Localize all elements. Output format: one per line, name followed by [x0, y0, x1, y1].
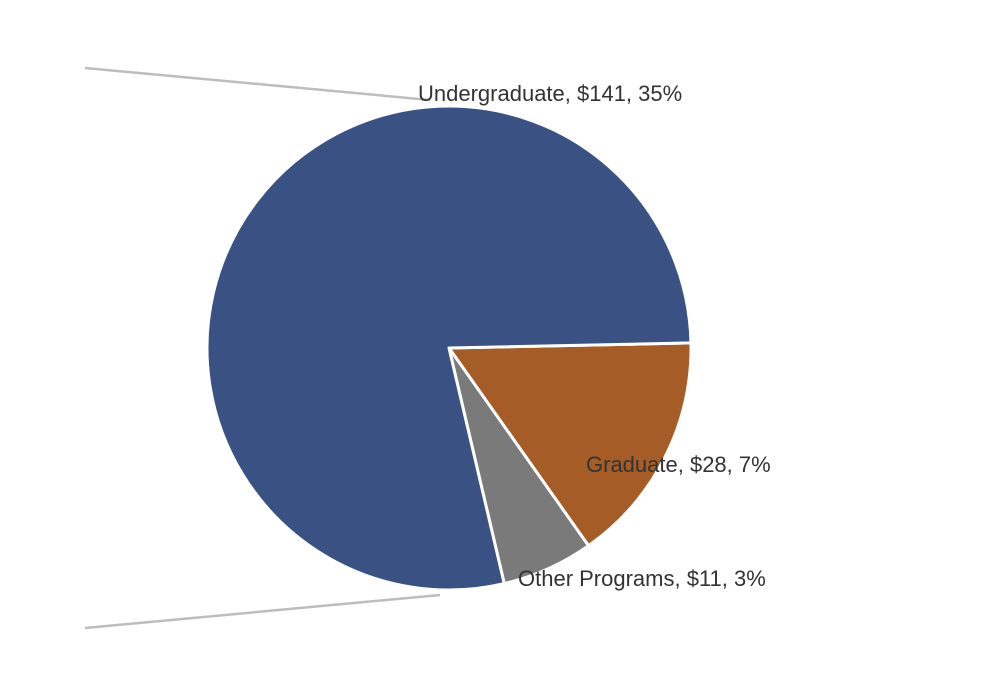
connector-line-bottom: [84, 593, 441, 630]
data-label-undergraduate: Undergraduate, $141, 35%: [418, 81, 682, 106]
pie-slice-undergraduate: [205, 104, 693, 592]
data-label-graduate: Graduate, $28, 7%: [586, 452, 771, 477]
data-label-other-programs: Other Programs, $11, 3%: [518, 566, 766, 591]
connector-line-top: [84, 66, 431, 102]
pie-slices: [205, 104, 693, 592]
data-labels: Undergraduate, $141, 35% Graduate, $28, …: [418, 81, 771, 591]
pie-slice-graduate: [447, 341, 693, 548]
